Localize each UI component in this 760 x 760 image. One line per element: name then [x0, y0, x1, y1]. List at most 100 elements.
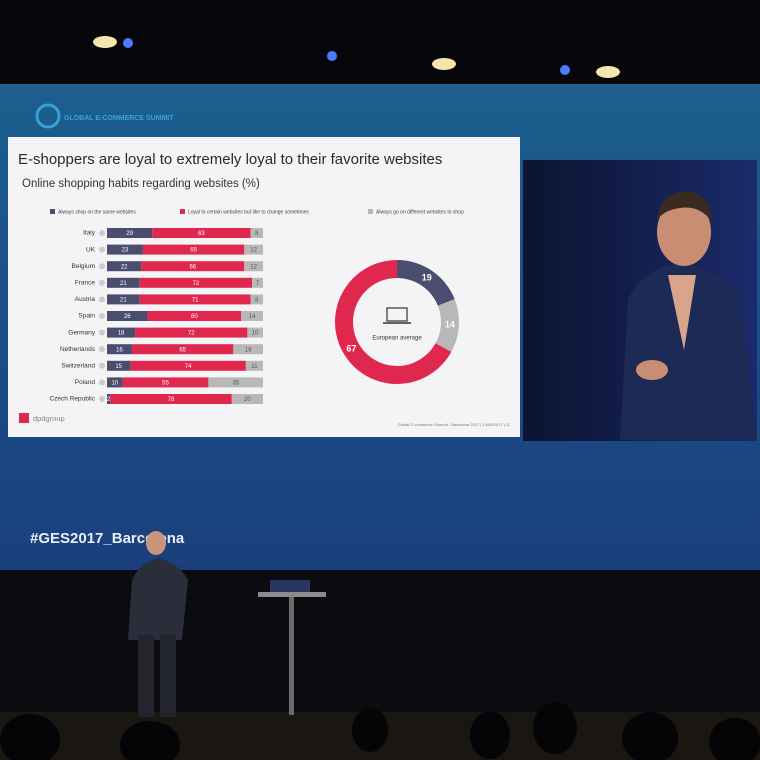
- category-label: Austria: [75, 296, 96, 303]
- legend-label: Loyal to certain websites but like to ch…: [188, 209, 309, 215]
- brand-icon: [19, 413, 29, 423]
- event-logo: GLOBAL E-COMMERCE SUMMIT: [64, 115, 174, 122]
- bar-segment: [107, 377, 123, 388]
- data-label: 72: [193, 281, 200, 287]
- bar-segment: [135, 327, 248, 338]
- category-label: Belgium: [72, 263, 95, 270]
- brand: dpdgroup: [33, 414, 65, 423]
- bar-segment: [231, 394, 263, 404]
- data-label: 29: [126, 231, 133, 237]
- data-label: 8: [255, 297, 259, 303]
- bar-segment: [250, 294, 263, 305]
- bar-segment: [250, 228, 263, 238]
- audience: [0, 702, 760, 760]
- donut-label: 19: [422, 273, 432, 283]
- data-label: 35: [232, 380, 239, 386]
- bar-segment: [147, 311, 242, 321]
- speaker: [128, 531, 188, 717]
- data-label: 60: [191, 314, 198, 320]
- bar-segment: [107, 360, 131, 371]
- bar-segment: [141, 261, 245, 272]
- donut-label: 67: [346, 343, 356, 353]
- flag: [99, 230, 105, 236]
- data-label: 66: [189, 264, 196, 270]
- donut-hole: [354, 279, 440, 365]
- data-label: 78: [168, 397, 175, 403]
- data-label: 2: [107, 397, 111, 403]
- bar-segment: [107, 394, 111, 404]
- bar-segment: [131, 344, 234, 355]
- data-label: 10: [252, 331, 259, 337]
- data-label: 15: [115, 364, 122, 370]
- flag: [99, 362, 105, 369]
- bar-segment: [107, 228, 153, 238]
- flag: [99, 329, 105, 336]
- data-label: 20: [244, 397, 251, 403]
- bar-segment: [241, 311, 263, 321]
- slide-content: E-shoppers are loyal to extremely loyal …: [18, 151, 511, 427]
- data-label: 19: [245, 347, 252, 353]
- flag: [99, 279, 105, 286]
- data-label: 72: [188, 331, 195, 337]
- data-label: 7: [256, 281, 260, 287]
- donut-label: 14: [445, 320, 455, 330]
- category-label: Italy: [83, 230, 96, 237]
- speaker-closeup: [620, 191, 757, 440]
- data-label: 63: [198, 231, 205, 237]
- data-label: 65: [179, 347, 186, 353]
- data-label: 65: [190, 248, 197, 254]
- data-label: 23: [122, 248, 129, 254]
- bar-segment: [107, 277, 140, 288]
- data-label: 18: [118, 331, 125, 337]
- donut-segment: [435, 299, 459, 352]
- data-label: 71: [192, 297, 199, 303]
- flag: [99, 263, 105, 270]
- category-label: Czech Republic: [49, 396, 95, 403]
- logo-icon: [35, 103, 61, 129]
- donut-center-label: European average: [372, 336, 422, 342]
- bar-segment: [244, 261, 263, 272]
- bar-segment: [208, 377, 263, 388]
- category-label: Netherlands: [60, 346, 96, 353]
- bar-segment: [245, 360, 263, 371]
- bar-segment: [152, 228, 251, 238]
- data-label: 21: [120, 297, 127, 303]
- bar-segment: [107, 294, 140, 305]
- data-label: 55: [162, 380, 169, 386]
- legend-label: Always go on different websites to shop: [376, 209, 464, 215]
- flag: [99, 313, 105, 319]
- data-label: 74: [185, 364, 192, 370]
- category-label: Germany: [68, 329, 95, 336]
- bar-segment: [122, 377, 209, 388]
- flag: [99, 346, 105, 353]
- bar-segment: [130, 360, 246, 371]
- stage-back: [0, 570, 760, 720]
- bar-segment: [142, 244, 245, 255]
- flag: [99, 396, 105, 402]
- bar-segment: [233, 344, 263, 355]
- bar-segment: [110, 394, 232, 404]
- data-label: 22: [121, 264, 128, 270]
- lectern-table: [258, 580, 326, 715]
- data-label: 12: [250, 248, 257, 254]
- chart-subtitle: Online shopping habits regarding website…: [22, 178, 260, 190]
- category-label: Spain: [78, 313, 95, 320]
- legend-swatch: [368, 209, 373, 214]
- laptop-icon: [386, 307, 408, 322]
- bar-segment: [252, 277, 263, 288]
- data-label: 26: [124, 314, 131, 320]
- bar-segment: [107, 311, 148, 321]
- data-label: 16: [116, 347, 123, 353]
- chart-title: E-shoppers are loyal to extremely loyal …: [18, 151, 442, 168]
- bar-segment: [107, 261, 142, 272]
- ceiling-lights: [93, 36, 620, 78]
- bar-segment: [107, 244, 143, 255]
- slide-footer: Global E-commerce Summit - Barcelona 201…: [398, 422, 511, 427]
- data-label: 8: [255, 231, 259, 237]
- bar-segment: [107, 327, 136, 338]
- flag: [99, 379, 105, 386]
- data-label: 12: [250, 264, 257, 270]
- category-label: UK: [86, 246, 96, 253]
